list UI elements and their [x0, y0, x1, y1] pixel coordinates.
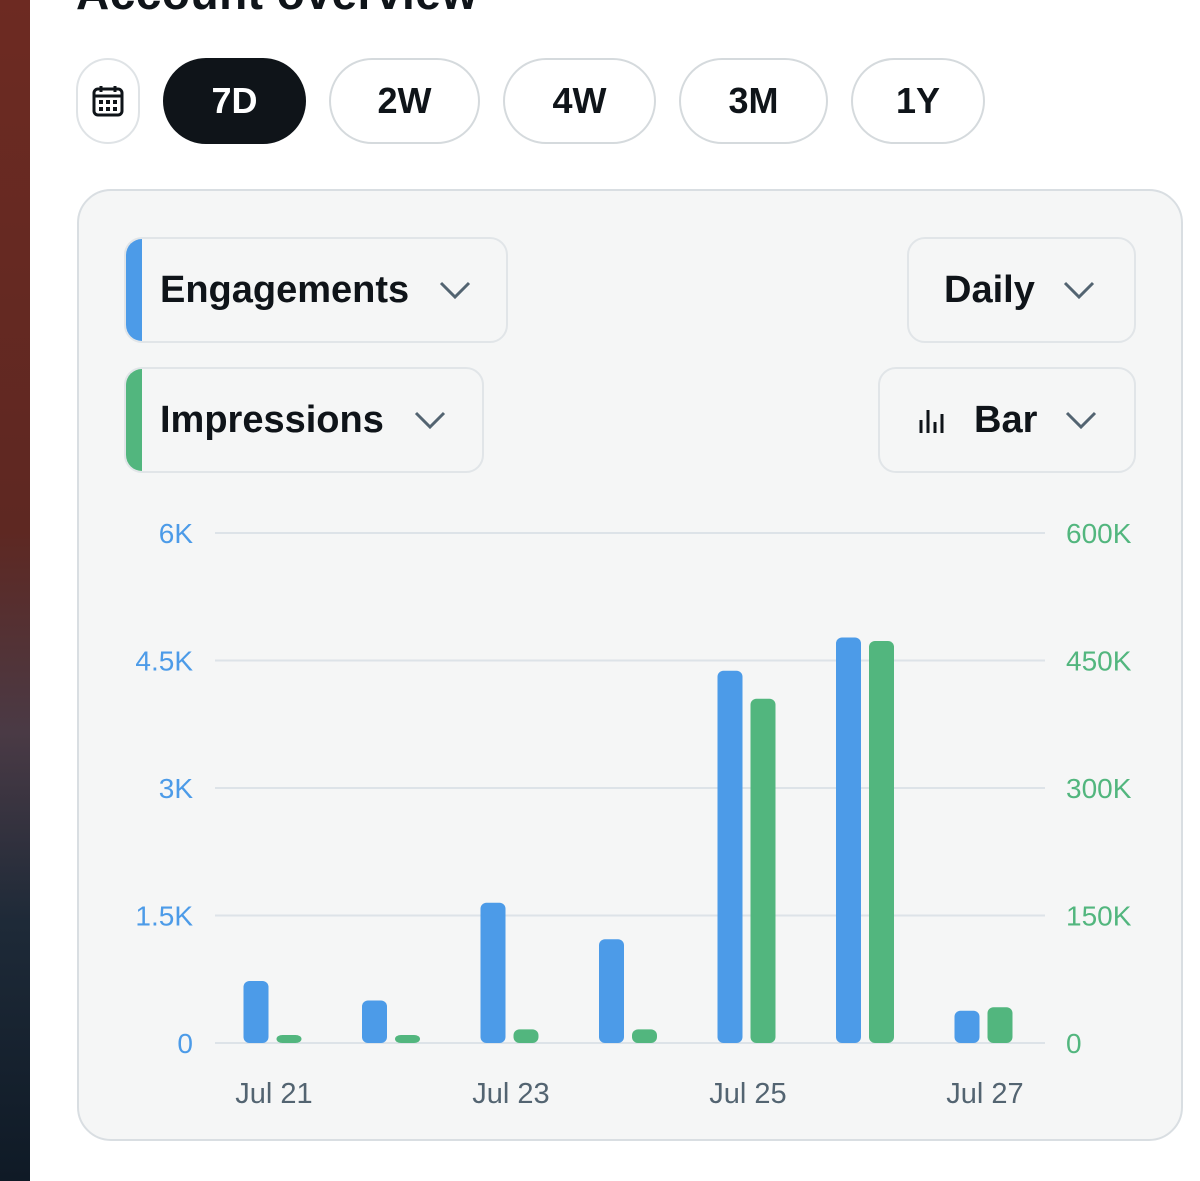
x-tick-label: Jul 23 — [472, 1078, 549, 1110]
bar-engagements-jul-23 — [480, 902, 506, 1043]
engagements-color-marker — [126, 239, 142, 341]
bar-engagements-jul-25 — [717, 670, 743, 1043]
impressions-color-marker — [126, 369, 142, 471]
interval-label: Daily — [944, 268, 1035, 311]
y-left-tick-label: 0 — [177, 1028, 193, 1059]
engagements-label: Engagements — [160, 268, 410, 311]
x-tick-label: Jul 21 — [235, 1078, 312, 1110]
impressions-label: Impressions — [160, 398, 384, 441]
calendar-icon — [92, 86, 124, 117]
bar-engagements-jul-27 — [954, 1010, 980, 1043]
range-3m-button[interactable]: 3M — [679, 58, 828, 144]
chart-type-label: Bar — [974, 398, 1038, 441]
chevron-down-icon — [1063, 281, 1094, 299]
calendar-button[interactable] — [76, 58, 140, 144]
chart-type-selector[interactable]: Bar — [878, 367, 1136, 473]
y-right-tick-label: 150K — [1066, 901, 1132, 932]
bar-impressions-jul-23 — [513, 1029, 539, 1043]
range-1y-button[interactable]: 1Y — [851, 58, 985, 144]
y-left-tick-label: 1.5K — [135, 901, 193, 932]
range-2w-button[interactable]: 2W — [329, 58, 480, 144]
chevron-down-icon — [440, 281, 471, 299]
bar-impressions-jul-24 — [632, 1029, 657, 1043]
bar-engagements-jul-21 — [243, 980, 269, 1043]
bar-engagements-jul-26 — [836, 637, 861, 1043]
y-left-tick-label: 4.5K — [135, 646, 193, 677]
chevron-down-icon — [414, 411, 445, 429]
y-right-tick-label: 300K — [1066, 773, 1132, 804]
bar-impressions-jul-26 — [869, 640, 894, 1043]
x-tick-label: Jul 25 — [709, 1078, 786, 1110]
y-left-tick-label: 6K — [159, 518, 194, 549]
bar-chart-icon — [919, 410, 944, 433]
bar-impressions-jul-27 — [987, 1007, 1013, 1043]
y-left-tick-label: 3K — [159, 773, 194, 804]
range-7d-button[interactable]: 7D — [163, 58, 306, 144]
page-title: Account overview — [76, 0, 478, 20]
bar-impressions-jul-25 — [750, 698, 776, 1043]
interval-selector[interactable]: Daily — [907, 237, 1136, 343]
chevron-down-icon — [1066, 411, 1097, 429]
engagements-selector[interactable]: Engagements — [124, 237, 508, 343]
background-strip — [0, 0, 30, 1181]
impressions-selector[interactable]: Impressions — [124, 367, 484, 473]
bar-impressions-jul-22 — [395, 1035, 420, 1043]
x-tick-label: Jul 27 — [946, 1078, 1023, 1110]
bar-engagements-jul-24 — [599, 939, 624, 1043]
bar-engagements-jul-22 — [362, 1000, 387, 1043]
y-right-tick-label: 0 — [1066, 1028, 1082, 1059]
y-right-tick-label: 450K — [1066, 646, 1132, 677]
y-right-tick-label: 600K — [1066, 518, 1132, 549]
range-4w-button[interactable]: 4W — [503, 58, 656, 144]
bar-impressions-jul-21 — [276, 1035, 302, 1043]
